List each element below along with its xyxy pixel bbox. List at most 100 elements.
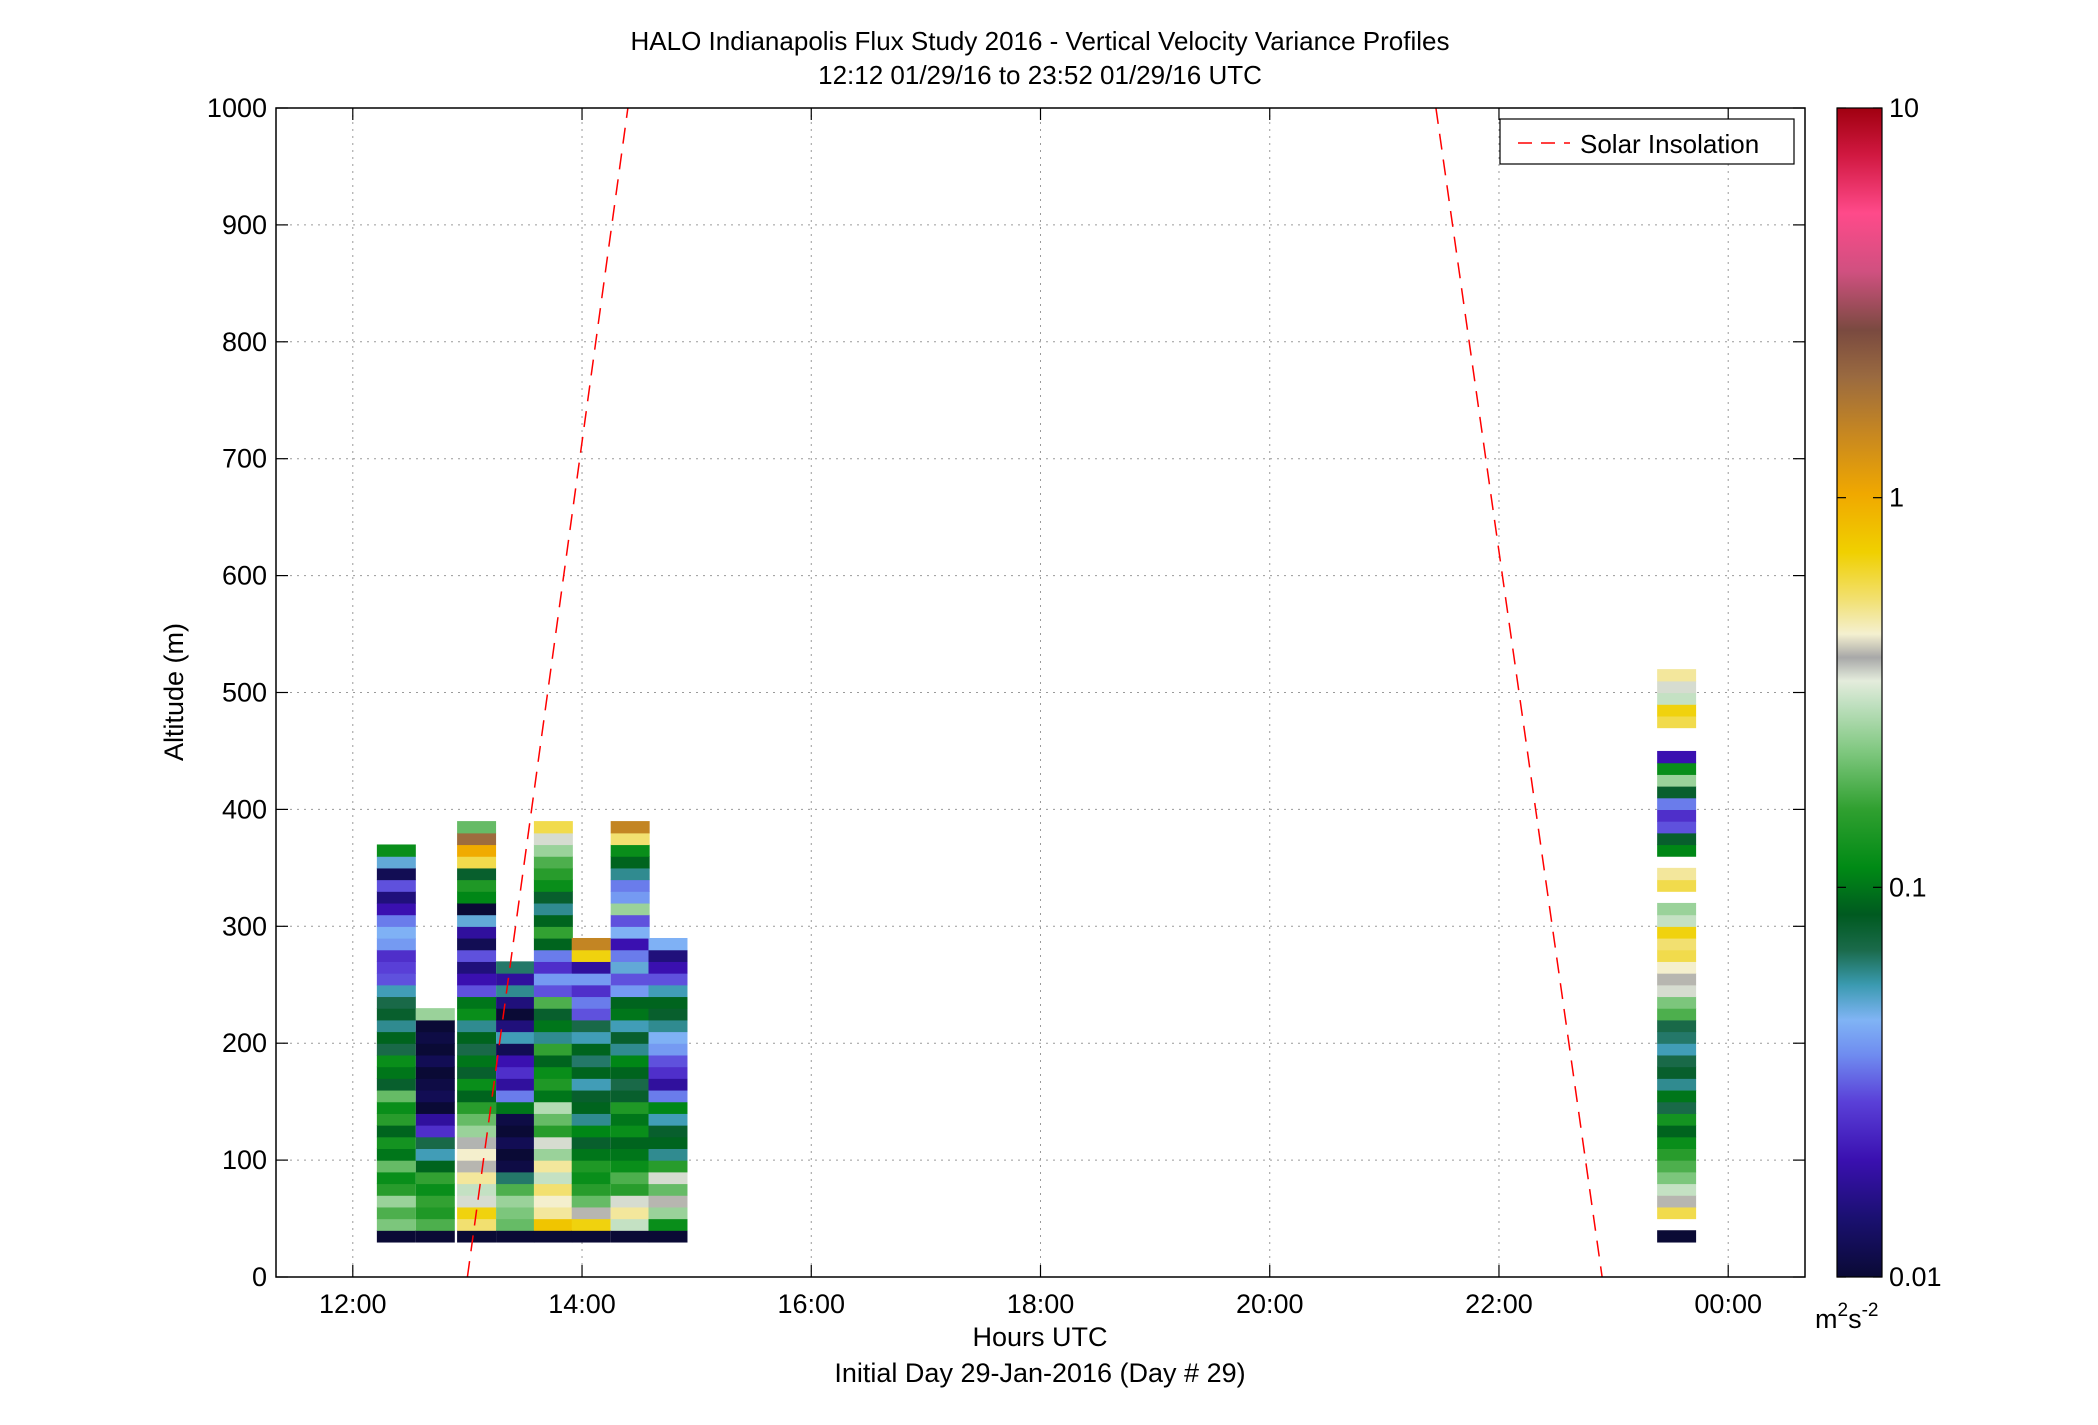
heatmap-cell: [571, 1171, 611, 1185]
heatmap-cell: [376, 1089, 416, 1103]
heatmap-cell: [1657, 1066, 1697, 1079]
heatmap-cell: [610, 891, 650, 904]
heatmap-cell: [457, 1136, 497, 1150]
heatmap-cell: [648, 949, 688, 962]
heatmap-cell: [533, 937, 573, 951]
x-tick-label: 18:00: [1007, 1289, 1075, 1319]
heatmap-cell: [496, 1113, 536, 1126]
colorbar-tick-label: 1: [1889, 483, 1904, 513]
heatmap-cell: [457, 1031, 497, 1044]
heatmap-cell: [1657, 949, 1697, 962]
heatmap-cell: [415, 1183, 455, 1196]
heatmap-cell: [415, 1160, 455, 1173]
heatmap-cell: [496, 1171, 536, 1185]
heatmap-cell: [376, 1171, 416, 1185]
colorbar-unit: m2s-2: [1815, 1300, 1878, 1334]
heatmap-cell: [496, 1136, 536, 1150]
heatmap-cell: [496, 1078, 536, 1091]
heatmap-cell: [376, 937, 416, 951]
heatmap-cell: [1657, 1171, 1697, 1185]
heatmap-cell: [415, 1148, 455, 1161]
heatmap-cell: [457, 1148, 497, 1161]
heatmap-cell: [457, 844, 497, 857]
heatmap-cell: [533, 1195, 573, 1208]
heatmap-cell: [496, 1148, 536, 1161]
heatmap-cell: [571, 996, 611, 1009]
heatmap-cell: [533, 984, 573, 998]
heatmap-cell: [457, 1019, 497, 1033]
heatmap-cell: [415, 1031, 455, 1044]
heatmap-cell: [376, 891, 416, 904]
heatmap-cell: [533, 1183, 573, 1196]
heatmap-cell: [571, 1089, 611, 1103]
heatmap-cell: [376, 1160, 416, 1173]
heatmap-cell: [610, 926, 650, 939]
heatmap-cell: [376, 1019, 416, 1033]
heatmap-cell: [571, 1218, 611, 1231]
heatmap-cell: [610, 832, 650, 846]
heatmap-cell: [648, 937, 688, 951]
heatmap-cell: [533, 1136, 573, 1150]
heatmap-cell: [533, 1054, 573, 1068]
heatmap-cell: [457, 1183, 497, 1196]
heatmap-cell: [1657, 669, 1697, 682]
heatmap-cell: [533, 1031, 573, 1044]
heatmap-cell: [1657, 914, 1697, 927]
y-axis-label: Altitude (m): [159, 623, 189, 761]
heatmap-cell: [1657, 1101, 1697, 1114]
heatmap-cell: [415, 1078, 455, 1091]
heatmap-cell: [376, 867, 416, 881]
heatmap-cell: [533, 1148, 573, 1161]
heatmap-cell: [648, 1148, 688, 1161]
heatmap-cell: [648, 1031, 688, 1044]
heatmap-cell: [1657, 867, 1697, 881]
heatmap-cell: [648, 1043, 688, 1056]
heatmap-cell: [496, 1183, 536, 1196]
heatmap-cell: [648, 1218, 688, 1231]
heatmap-cell: [648, 1125, 688, 1138]
heatmap-cell: [533, 1125, 573, 1138]
heatmap-cell: [648, 1054, 688, 1068]
x-tick-label: 00:00: [1694, 1289, 1762, 1319]
heatmap-cell: [648, 1171, 688, 1185]
heatmap-cell: [610, 1054, 650, 1068]
heatmap-cell: [610, 1043, 650, 1056]
heatmap-cell: [1657, 1043, 1697, 1056]
heatmap-cell: [496, 1195, 536, 1208]
heatmap-cell: [496, 1089, 536, 1103]
heatmap-cell: [533, 1206, 573, 1220]
heatmap-cell: [1657, 692, 1697, 705]
heatmap-cell: [571, 1113, 611, 1126]
heatmap-cell: [376, 996, 416, 1009]
chart-title: HALO Indianapolis Flux Study 2016 - Vert…: [631, 26, 1450, 56]
legend: Solar Insolation: [1499, 118, 1795, 165]
heatmap-cell: [1657, 1160, 1697, 1173]
heatmap-cell: [571, 973, 611, 986]
heatmap-cell: [376, 1101, 416, 1114]
heatmap-cell: [496, 996, 536, 1009]
heatmap-cell: [610, 867, 650, 881]
heatmap-cell: [457, 984, 497, 998]
heatmap-cell: [1657, 704, 1697, 717]
heatmap-cell: [571, 1125, 611, 1138]
heatmap-cell: [1657, 821, 1697, 834]
heatmap-cell: [610, 937, 650, 951]
heatmap-cell: [533, 844, 573, 857]
heatmap-cell: [376, 844, 416, 857]
heatmap-cell: [533, 891, 573, 904]
heatmap-cell: [610, 844, 650, 857]
y-tick-label: 900: [222, 210, 267, 240]
heatmap-cell: [1657, 786, 1697, 799]
heatmap-cell: [571, 1230, 611, 1243]
heatmap-cell: [415, 1125, 455, 1138]
heatmap-cell: [457, 821, 497, 834]
heatmap-cell: [457, 1230, 497, 1243]
heatmap-cell: [415, 1019, 455, 1033]
heatmap-cell: [610, 1136, 650, 1150]
heatmap-cell: [376, 1066, 416, 1079]
heatmap-cell: [1657, 902, 1697, 916]
heatmap-cell: [415, 1089, 455, 1103]
heatmap-cell: [496, 1043, 536, 1056]
heatmap-cell: [457, 973, 497, 986]
